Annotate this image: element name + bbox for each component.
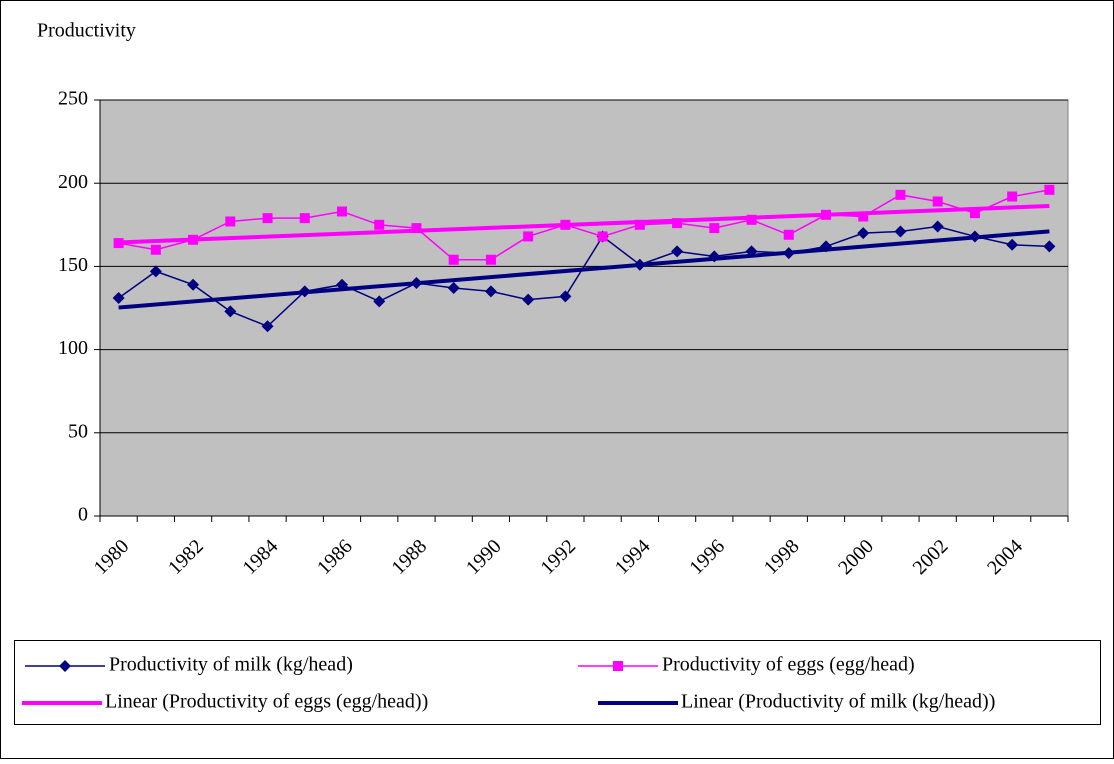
marker — [821, 209, 831, 220]
marker — [336, 278, 348, 291]
trend-line — [118, 203, 1050, 245]
marker — [820, 240, 832, 253]
marker — [373, 295, 386, 308]
marker — [150, 244, 161, 255]
marker — [298, 285, 311, 298]
marker — [187, 278, 200, 291]
marker — [634, 219, 645, 230]
marker — [225, 216, 236, 227]
legend-label: Productivity of milk (kg/head) — [109, 654, 353, 676]
series-line — [118, 189, 1050, 261]
y-tick-label: 0 — [78, 504, 88, 526]
marker — [671, 245, 684, 258]
marker — [447, 282, 460, 295]
marker — [337, 206, 347, 217]
marker — [782, 247, 795, 260]
marker — [932, 196, 943, 207]
marker — [783, 229, 794, 240]
legend-marker — [613, 661, 623, 671]
marker — [299, 213, 310, 224]
marker — [559, 290, 572, 303]
marker — [188, 234, 199, 245]
marker — [931, 220, 944, 233]
marker — [113, 238, 124, 249]
marker — [410, 277, 423, 290]
y-tick-label: 250 — [58, 88, 88, 110]
marker — [1044, 184, 1055, 195]
marker — [858, 211, 869, 222]
y-tick-label: 150 — [58, 254, 88, 276]
legend-marker — [59, 660, 71, 672]
marker — [969, 208, 980, 219]
marker — [261, 320, 274, 333]
legend-label: Productivity of eggs (egg/head) — [662, 654, 915, 676]
legend-label: Linear (Productivity of eggs (egg/head)) — [105, 691, 428, 713]
marker — [374, 219, 385, 230]
marker — [224, 305, 237, 318]
marker — [746, 214, 757, 225]
marker — [1007, 191, 1018, 202]
marker — [597, 231, 608, 242]
legend — [14, 640, 1101, 725]
marker — [560, 219, 571, 230]
marker — [1043, 240, 1056, 253]
trend-line — [118, 229, 1050, 310]
marker — [968, 230, 981, 243]
y-tick-label: 50 — [68, 420, 88, 442]
marker — [448, 254, 459, 265]
marker — [894, 225, 907, 238]
marker — [484, 285, 497, 298]
marker — [1006, 238, 1019, 251]
y-tick-label: 200 — [58, 171, 88, 193]
marker — [262, 213, 273, 224]
marker — [633, 258, 646, 271]
series-line — [118, 225, 1050, 328]
marker — [112, 292, 125, 305]
marker — [708, 250, 721, 263]
chart-title: Productivity — [37, 20, 136, 42]
marker — [485, 254, 496, 265]
marker — [523, 231, 534, 242]
marker — [522, 293, 535, 306]
y-tick-label: 100 — [58, 337, 88, 359]
marker — [857, 227, 870, 240]
marker — [895, 189, 906, 200]
marker — [709, 223, 720, 234]
legend-label: Linear (Productivity of milk (kg/head)) — [681, 691, 995, 713]
marker — [745, 245, 758, 258]
marker — [672, 218, 683, 229]
marker — [411, 223, 422, 234]
marker — [149, 265, 162, 278]
plot-area — [99, 99, 1069, 517]
